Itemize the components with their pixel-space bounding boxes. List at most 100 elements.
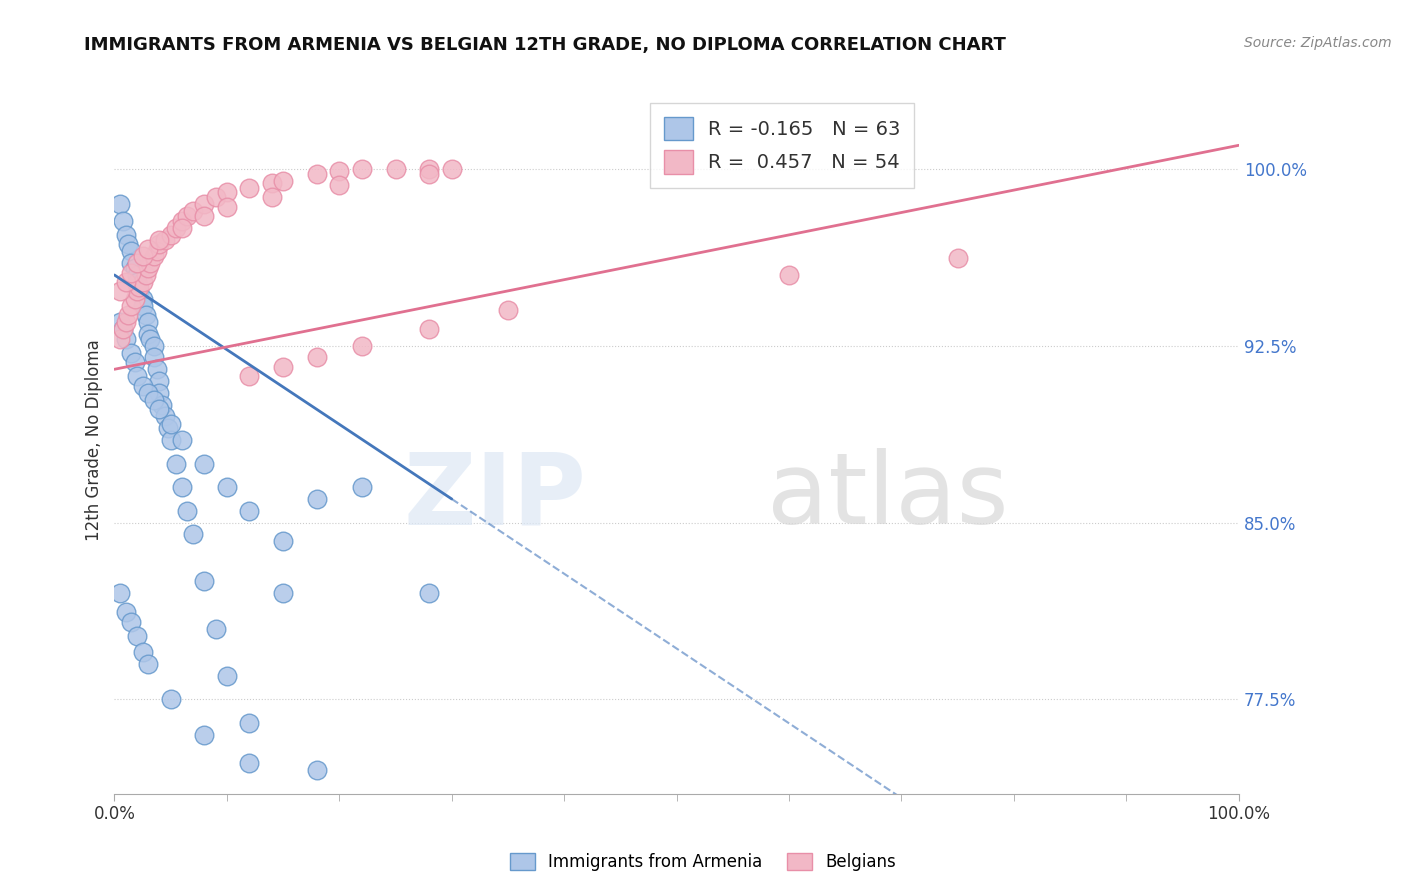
Point <box>215 200 238 214</box>
Legend: R = -0.165   N = 63, R =  0.457   N = 54: R = -0.165 N = 63, R = 0.457 N = 54 <box>650 103 914 187</box>
Point <box>440 161 463 176</box>
Point <box>131 378 153 392</box>
Point <box>117 237 139 252</box>
Point <box>271 174 294 188</box>
Point <box>128 279 150 293</box>
Point <box>946 252 969 266</box>
Point <box>108 586 131 600</box>
Point <box>112 322 135 336</box>
Point <box>136 657 159 671</box>
Point <box>146 362 169 376</box>
Point <box>146 244 169 259</box>
Point <box>120 615 142 629</box>
Point <box>125 369 148 384</box>
Point <box>120 345 142 359</box>
Point <box>142 249 165 263</box>
Point <box>112 322 135 336</box>
Point <box>125 275 148 289</box>
Point <box>131 299 153 313</box>
Point <box>125 268 148 282</box>
Point <box>153 233 176 247</box>
Point <box>350 339 373 353</box>
Point <box>159 417 181 431</box>
Point <box>170 433 193 447</box>
Point <box>170 213 193 227</box>
Text: Source: ZipAtlas.com: Source: ZipAtlas.com <box>1244 36 1392 50</box>
Point <box>150 398 173 412</box>
Point <box>350 161 373 176</box>
Point <box>139 256 162 270</box>
Point <box>165 220 187 235</box>
Point <box>124 292 146 306</box>
Point <box>215 186 238 200</box>
Point <box>238 369 260 384</box>
Point <box>159 692 181 706</box>
Point <box>153 409 176 424</box>
Point <box>384 161 406 176</box>
Point <box>120 244 142 259</box>
Point <box>131 249 153 263</box>
Point <box>193 574 215 589</box>
Point <box>350 480 373 494</box>
Point <box>215 669 238 683</box>
Point <box>204 190 226 204</box>
Point <box>271 534 294 549</box>
Point <box>305 763 328 777</box>
Point <box>328 178 350 193</box>
Point <box>159 433 181 447</box>
Point <box>114 227 136 242</box>
Point <box>193 728 215 742</box>
Point <box>271 586 294 600</box>
Point <box>157 421 180 435</box>
Point <box>238 756 260 770</box>
Point <box>142 351 165 365</box>
Point <box>108 315 131 329</box>
Point <box>131 275 153 289</box>
Point <box>114 275 136 289</box>
Point <box>418 586 440 600</box>
Point <box>176 209 198 223</box>
Point <box>135 268 157 282</box>
Point <box>260 176 283 190</box>
Point <box>215 480 238 494</box>
Point <box>418 167 440 181</box>
Point <box>238 180 260 194</box>
Point <box>238 715 260 730</box>
Point <box>125 285 148 299</box>
Point <box>305 167 328 181</box>
Legend: Immigrants from Armenia, Belgians: Immigrants from Armenia, Belgians <box>502 845 904 880</box>
Point <box>120 256 142 270</box>
Point <box>328 164 350 178</box>
Point <box>108 332 131 346</box>
Point <box>170 220 193 235</box>
Point <box>148 374 170 388</box>
Point <box>148 237 170 252</box>
Point <box>165 457 187 471</box>
Point <box>418 161 440 176</box>
Point <box>148 402 170 417</box>
Point <box>148 233 170 247</box>
Text: IMMIGRANTS FROM ARMENIA VS BELGIAN 12TH GRADE, NO DIPLOMA CORRELATION CHART: IMMIGRANTS FROM ARMENIA VS BELGIAN 12TH … <box>84 36 1007 54</box>
Point <box>148 385 170 400</box>
Point <box>108 285 131 299</box>
Point <box>238 504 260 518</box>
Point <box>193 197 215 211</box>
Point <box>193 209 215 223</box>
Point <box>131 645 153 659</box>
Point <box>142 339 165 353</box>
Point <box>120 266 142 280</box>
Point <box>128 285 150 299</box>
Point <box>305 491 328 506</box>
Point <box>108 197 131 211</box>
Point <box>204 622 226 636</box>
Point <box>136 326 159 341</box>
Point <box>124 355 146 369</box>
Text: atlas: atlas <box>766 448 1008 545</box>
Point <box>114 332 136 346</box>
Point <box>260 190 283 204</box>
Point <box>271 359 294 374</box>
Point <box>125 256 148 270</box>
Point <box>181 527 204 541</box>
Point <box>139 332 162 346</box>
Point <box>125 629 148 643</box>
